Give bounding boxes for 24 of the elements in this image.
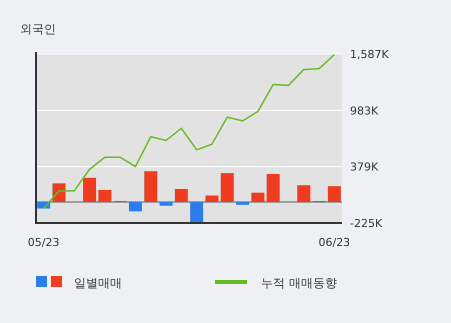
- y-tick-label: 983K: [350, 104, 379, 118]
- bar: [328, 186, 341, 202]
- bar: [190, 202, 204, 223]
- x-tick-label: 06/23: [318, 236, 350, 249]
- y-tick-label: -225K: [350, 217, 383, 230]
- bar: [160, 202, 173, 206]
- legend-label: 누적 매매동향: [261, 276, 337, 290]
- line-series: [42, 54, 336, 210]
- bar: [83, 178, 96, 202]
- bar: [98, 190, 112, 202]
- x-tick-label: 05/23: [28, 236, 60, 249]
- chart-title: 외국인: [20, 22, 56, 36]
- bar: [128, 202, 142, 212]
- y-tick-label: 1,587K: [350, 48, 390, 61]
- bar: [266, 174, 280, 202]
- bar: [220, 173, 234, 202]
- bar: [251, 192, 264, 202]
- legend-label: 일별매매: [74, 276, 122, 290]
- bar: [174, 188, 188, 202]
- bar: [236, 202, 250, 205]
- bar: [205, 195, 218, 202]
- y-tick-label: 379K: [350, 160, 379, 174]
- bar: [144, 171, 158, 202]
- bar: [297, 185, 310, 202]
